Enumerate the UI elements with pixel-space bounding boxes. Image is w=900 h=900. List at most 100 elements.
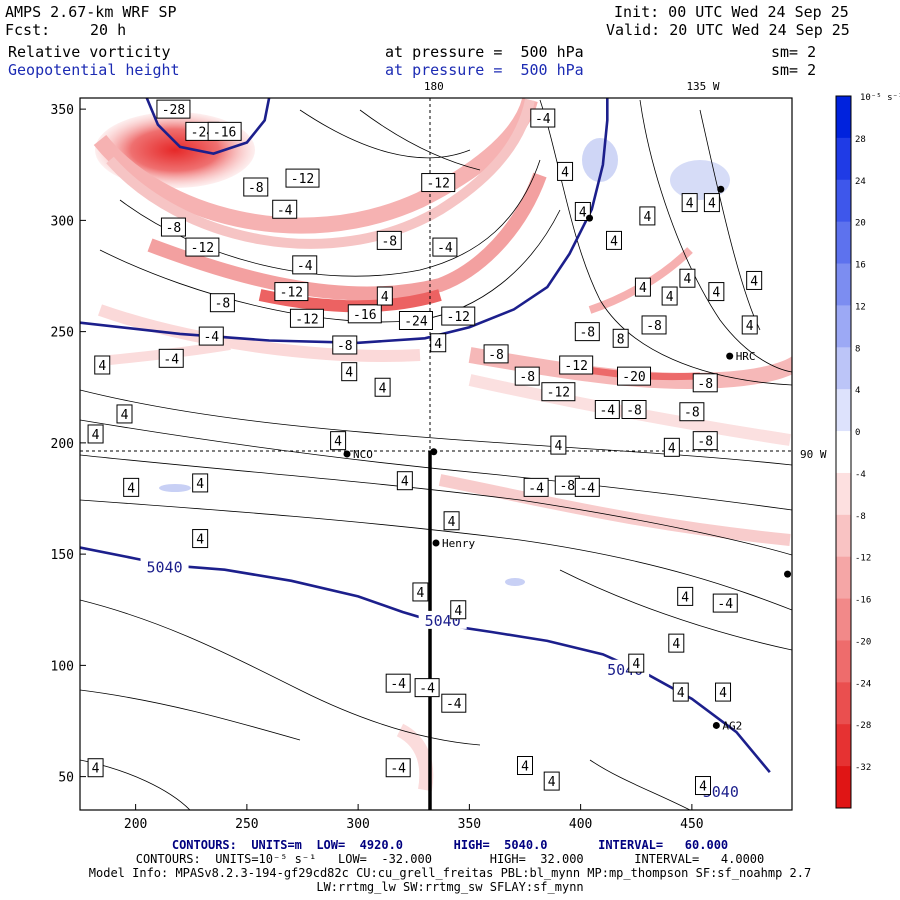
field2-name: Geopotential height bbox=[8, 61, 180, 79]
positive-vorticity-shade bbox=[582, 138, 618, 182]
vorticity-contour-label: -28 bbox=[162, 103, 185, 118]
vorticity-label-box bbox=[621, 400, 647, 419]
vorticity-contour-label: -12 bbox=[426, 177, 449, 192]
vorticity-contour-label: 4 bbox=[712, 286, 720, 301]
vorticity-contour-label: 4 bbox=[345, 366, 353, 381]
vorticity-label-box bbox=[574, 322, 600, 342]
vorticity-contour-label: 4 bbox=[417, 586, 425, 601]
colorbar-tick-label: -24 bbox=[855, 679, 871, 689]
vorticity-label-box bbox=[292, 255, 318, 275]
vorticity-label-box bbox=[396, 471, 413, 491]
vorticity-contour-label: -4 bbox=[390, 677, 406, 692]
vorticity-contour-label: 4 bbox=[448, 515, 456, 530]
vorticity-contour-label: 4 bbox=[746, 319, 754, 334]
vorticity-label-box bbox=[543, 771, 560, 791]
y-tick-label: 350 bbox=[51, 103, 74, 118]
vorticity-label-box bbox=[672, 682, 689, 702]
vorticity-label-box bbox=[628, 653, 645, 673]
vorticity-contour-label: 4 bbox=[750, 274, 758, 289]
vorticity-contour-label: -8 bbox=[381, 234, 397, 249]
vorticity-label-box bbox=[617, 366, 652, 386]
vorticity-contour-label: -4 bbox=[437, 241, 453, 256]
height-contour-label: 5040 bbox=[146, 558, 182, 576]
vorticity-label-box bbox=[376, 286, 393, 306]
vorticity-label-box bbox=[530, 108, 556, 128]
vorticity-label-box bbox=[441, 693, 467, 713]
vorticity-label-box bbox=[289, 308, 324, 328]
vorticity-label-box bbox=[639, 206, 656, 226]
vorticity-label-box bbox=[432, 237, 458, 257]
vorticity-contour-label: -4 bbox=[446, 697, 462, 712]
top-longitude-label: 180 bbox=[424, 80, 444, 93]
colorbar-swatch bbox=[836, 640, 851, 683]
colorbar-swatch bbox=[836, 724, 851, 767]
station-marker bbox=[586, 214, 594, 222]
vorticity-contour-label: 4 bbox=[98, 359, 106, 374]
vorticity-contour-label: 4 bbox=[92, 762, 100, 777]
station-marker bbox=[726, 352, 734, 360]
vorticity-contour-label: -12 bbox=[191, 241, 214, 256]
vorticity-contour-label: -8 bbox=[626, 404, 642, 419]
vorticity-label-box bbox=[87, 758, 104, 778]
colorbar-tick-label: -12 bbox=[855, 554, 871, 564]
vorticity-contour-label: -8 bbox=[519, 370, 535, 385]
field1-name: Relative vorticity bbox=[8, 43, 171, 61]
vorticity-contour-label: -8 bbox=[646, 319, 662, 334]
vorticity-label-box bbox=[341, 362, 358, 382]
vorticity-contour-label: 4 bbox=[548, 775, 556, 790]
colorbar-swatch bbox=[836, 347, 851, 390]
colorbar-tick-label: 4 bbox=[855, 386, 860, 396]
height-contour-5040 bbox=[80, 546, 771, 774]
vorticity-contour-label: -4 bbox=[535, 112, 551, 127]
vorticity-label-box bbox=[550, 435, 567, 455]
vorticity-label-box bbox=[158, 348, 184, 368]
colorbar-tick-label: 16 bbox=[855, 261, 866, 271]
vorticity-label-box bbox=[376, 230, 402, 250]
vorticity-contour-label: 4 bbox=[639, 281, 647, 296]
vorticity-contour-label: 4 bbox=[686, 197, 694, 212]
vorticity-label-box bbox=[661, 286, 678, 306]
vorticity-label-box bbox=[198, 326, 224, 346]
vorticity-label-box bbox=[692, 373, 718, 393]
vorticity-contour-label: 4 bbox=[521, 760, 529, 775]
vorticity-band-shade bbox=[396, 723, 434, 792]
vorticity-contour-label: -4 bbox=[277, 203, 293, 218]
vorticity-band-shade bbox=[93, 98, 538, 234]
vorticity-label-box bbox=[692, 431, 718, 451]
vorticity-label-box bbox=[385, 758, 411, 778]
vorticity-contour-label: -4 bbox=[297, 259, 313, 274]
vorticity-label-box bbox=[574, 477, 600, 497]
y-tick-label: 300 bbox=[51, 214, 74, 229]
vorticity-label-box bbox=[741, 315, 758, 335]
vorticity-contour-label: -12 bbox=[447, 310, 470, 325]
vorticity-contour-label: -4 bbox=[419, 682, 435, 697]
colorbar-tick-label: -4 bbox=[855, 470, 866, 480]
vorticity-label-box bbox=[679, 402, 705, 422]
vorticity-contour-label: -8 bbox=[684, 406, 700, 421]
colorbar-tick-label: -28 bbox=[855, 721, 871, 731]
vorticity-label-box bbox=[209, 293, 235, 313]
height-contour-4920 bbox=[145, 98, 271, 155]
vorticity-label-box bbox=[330, 431, 347, 451]
vorticity-band-shade bbox=[98, 304, 421, 362]
y-tick-label: 50 bbox=[58, 771, 74, 786]
vorticity-contour-label: -4 bbox=[717, 597, 733, 612]
height-label-bg bbox=[140, 557, 189, 576]
vorticity-contour-label: -16 bbox=[353, 308, 376, 323]
vorticity-band-shade bbox=[147, 172, 547, 301]
station-marker bbox=[784, 570, 792, 578]
vorticity-contour-label: 4 bbox=[719, 686, 727, 701]
vorticity-label-box bbox=[243, 177, 269, 197]
vorticity-contour-label: -24 bbox=[404, 315, 428, 330]
colorbar-units: 10⁻⁵ s⁻¹ bbox=[860, 93, 900, 103]
vorticity-contour-label: -8 bbox=[337, 339, 353, 354]
vorticity-contour-label: 4 bbox=[610, 234, 618, 249]
vorticity-contour-label: 4 bbox=[92, 428, 100, 443]
vorticity-contour-label: -16 bbox=[213, 125, 236, 140]
vorticity-label-box bbox=[412, 582, 429, 602]
vorticity-label-box bbox=[715, 682, 732, 702]
vorticity-label-box bbox=[523, 477, 549, 497]
positive-vorticity-shade bbox=[505, 578, 525, 586]
vorticity-label-box bbox=[207, 121, 242, 141]
